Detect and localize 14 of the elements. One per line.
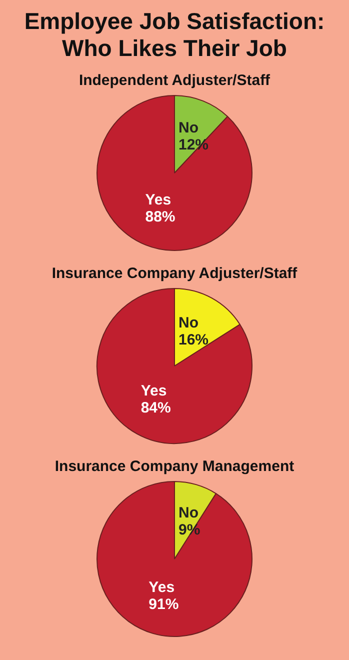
slice-label: No [178, 120, 198, 137]
slice-label: No [178, 314, 198, 332]
chart-title: Insurance Company Management [54, 458, 296, 475]
slice-label: Yes [140, 382, 167, 400]
slice-label: Yes [145, 192, 172, 209]
chart-title: Insurance Company Adjuster/Staff [50, 265, 298, 282]
data-label: 16% [178, 332, 209, 349]
data-label: 84% [140, 400, 171, 417]
chart-title: Independent Adjuster/Staff [78, 72, 272, 89]
slice-label: Yes [148, 578, 175, 596]
slice-label: No [178, 504, 198, 522]
text: Employee Job Satisfaction: Who Likes Their Job [23, 7, 326, 63]
data-label: 91% [148, 596, 179, 613]
data-label: 88% [145, 208, 176, 226]
